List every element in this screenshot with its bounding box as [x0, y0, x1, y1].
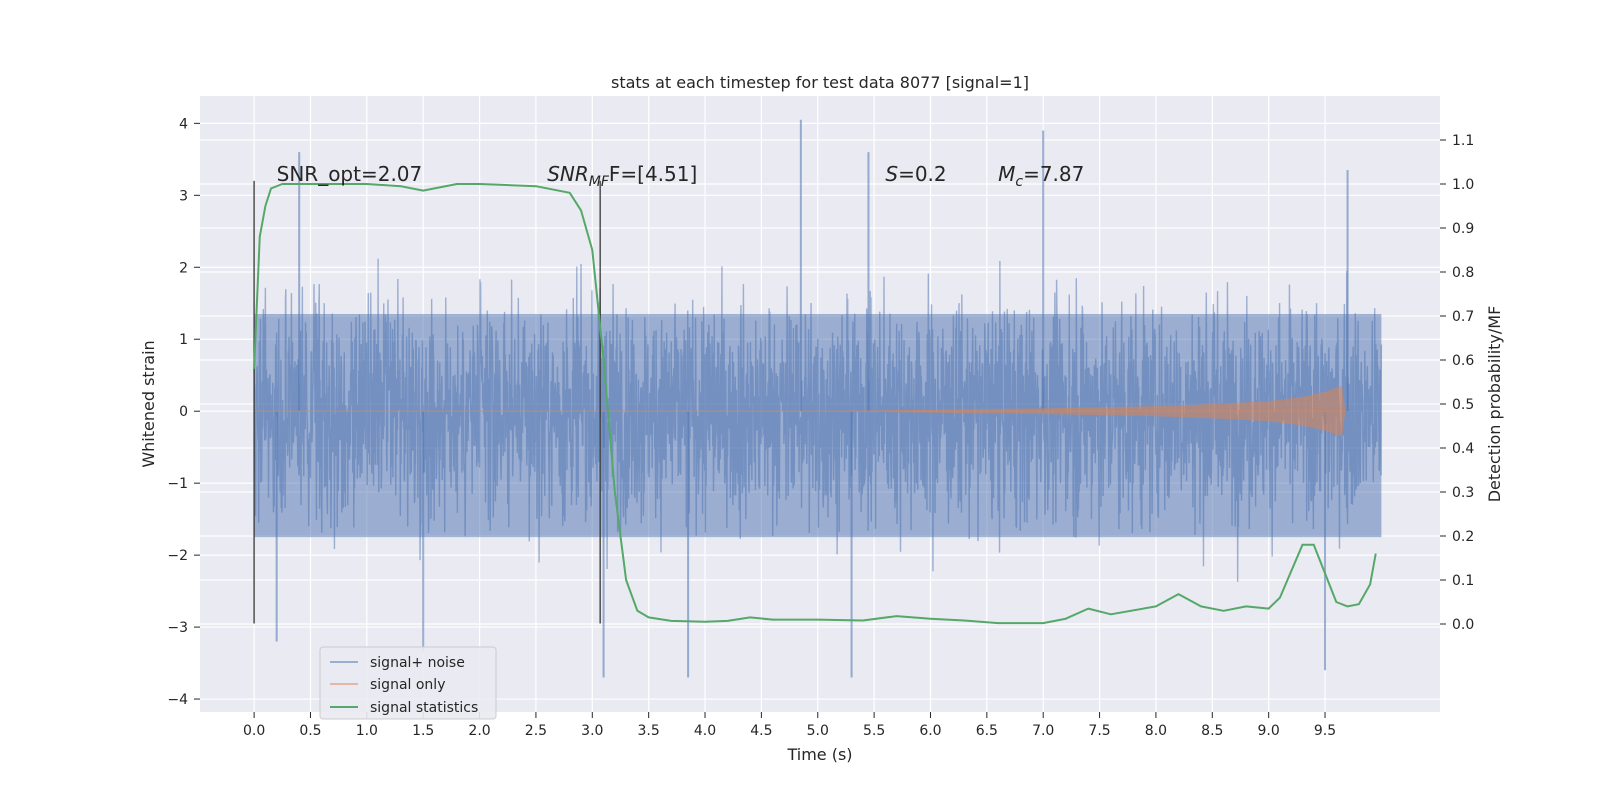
x-tick-label: 9.5	[1314, 723, 1336, 739]
y-left-tick-label: 4	[179, 116, 188, 132]
series-signal-only	[254, 386, 1346, 437]
y-left-tick-label: 1	[179, 332, 188, 348]
x-tick-label: 7.0	[1032, 723, 1054, 739]
annotation-subscript: MF	[589, 174, 610, 190]
y-right-tick-label: 0.9	[1452, 221, 1474, 237]
noise-trace	[253, 258, 1383, 582]
chart-title: stats at each timestep for test data 807…	[611, 73, 1029, 92]
annotation: S=0.2	[885, 162, 946, 186]
y-left-tick-label: −4	[167, 692, 188, 708]
y-right-tick-label: 0.4	[1452, 441, 1474, 457]
y-left-tick-label: −3	[167, 620, 188, 636]
x-tick-label: 8.0	[1145, 723, 1167, 739]
x-tick-label: 0.5	[299, 723, 321, 739]
legend-box	[319, 646, 497, 720]
y-axis-left-label: Whitened strain	[139, 340, 158, 467]
annotation: SNR_opt=2.07	[277, 162, 423, 186]
y-axis-right: 1.1 1.0 0.9 0.8 0.7 0.6 0.5 0.4 0.3 0.2 0.1 0.0	[1440, 133, 1474, 633]
y-right-tick-label: 0.1	[1452, 573, 1474, 589]
signal-statistics-line	[253, 183, 1377, 625]
x-tick-label: 5.5	[863, 723, 885, 739]
x-tick-label: 2.0	[468, 723, 490, 739]
x-tick-label: 9.0	[1258, 723, 1280, 739]
x-tick-label: 6.0	[919, 723, 941, 739]
annotation-main: S	[885, 162, 898, 186]
legend-label-signal-statistics: signal statistics	[370, 700, 478, 716]
annotation: Mc=7.87	[998, 162, 1084, 190]
annotations: SNR_opt=2.07 SNRMFF=[4.51] S=0.2 Mc=7.87	[277, 162, 1085, 190]
x-tick-label: 5.0	[807, 723, 829, 739]
y-right-tick-label: 1.1	[1452, 133, 1474, 149]
x-tick-label: 3.5	[638, 723, 660, 739]
annotation: SNRMFF=[4.51]	[547, 162, 697, 190]
y-right-tick-label: 0.5	[1452, 397, 1474, 413]
y-right-tick-label: 0.0	[1452, 617, 1474, 633]
y-left-tick-label: 3	[179, 188, 188, 204]
y-right-tick-label: 0.3	[1452, 485, 1474, 501]
x-axis: 0.0 0.5 1.0 1.5 2.0 2.5 3.0 3.5 4.0 4.5 5.0 5.5 6.0 6…	[243, 712, 1336, 739]
legend: signal+ noise signal only signal statist…	[319, 646, 497, 720]
annotation-main: M	[998, 162, 1015, 186]
y-axis-left: 4 3 2 1 0 −1 −2 −3 −4	[167, 116, 200, 708]
annotation-rest: =7.87	[1023, 162, 1084, 186]
x-tick-label: 1.5	[412, 723, 434, 739]
vertical-markers	[253, 180, 601, 624]
y-left-tick-label: −1	[167, 476, 188, 492]
annotation-subscript: c	[1015, 174, 1023, 190]
legend-label-signal-only: signal only	[370, 677, 445, 693]
y-left-tick-label: 0	[179, 404, 188, 420]
y-axis-right-label: Detection probability/MF	[1485, 306, 1504, 503]
x-tick-label: 6.5	[976, 723, 998, 739]
x-tick-label: 3.0	[581, 723, 603, 739]
x-tick-label: 4.0	[694, 723, 716, 739]
legend-label-signal-noise: signal+ noise	[370, 655, 465, 671]
annotation-rest: F=[4.51]	[609, 162, 697, 186]
y-right-tick-label: 0.7	[1452, 309, 1474, 325]
annotation-main: SNR	[547, 162, 589, 186]
series-signal-noise	[253, 119, 1383, 678]
x-tick-label: 4.5	[750, 723, 772, 739]
series-signal-statistics	[253, 183, 1377, 625]
x-axis-label: Time (s)	[786, 745, 852, 764]
y-right-tick-label: 0.8	[1452, 265, 1474, 281]
x-tick-label: 2.5	[525, 723, 547, 739]
y-right-tick-label: 1.0	[1452, 177, 1474, 193]
y-left-tick-label: 2	[179, 260, 188, 276]
annotation-rest: =0.2	[898, 162, 947, 186]
y-left-tick-label: −2	[167, 548, 188, 564]
x-tick-label: 0.0	[243, 723, 265, 739]
y-right-tick-label: 0.6	[1452, 353, 1474, 369]
x-tick-label: 1.0	[356, 723, 378, 739]
x-tick-label: 8.5	[1201, 723, 1223, 739]
y-right-tick-label: 0.2	[1452, 529, 1474, 545]
x-tick-label: 7.5	[1088, 723, 1110, 739]
